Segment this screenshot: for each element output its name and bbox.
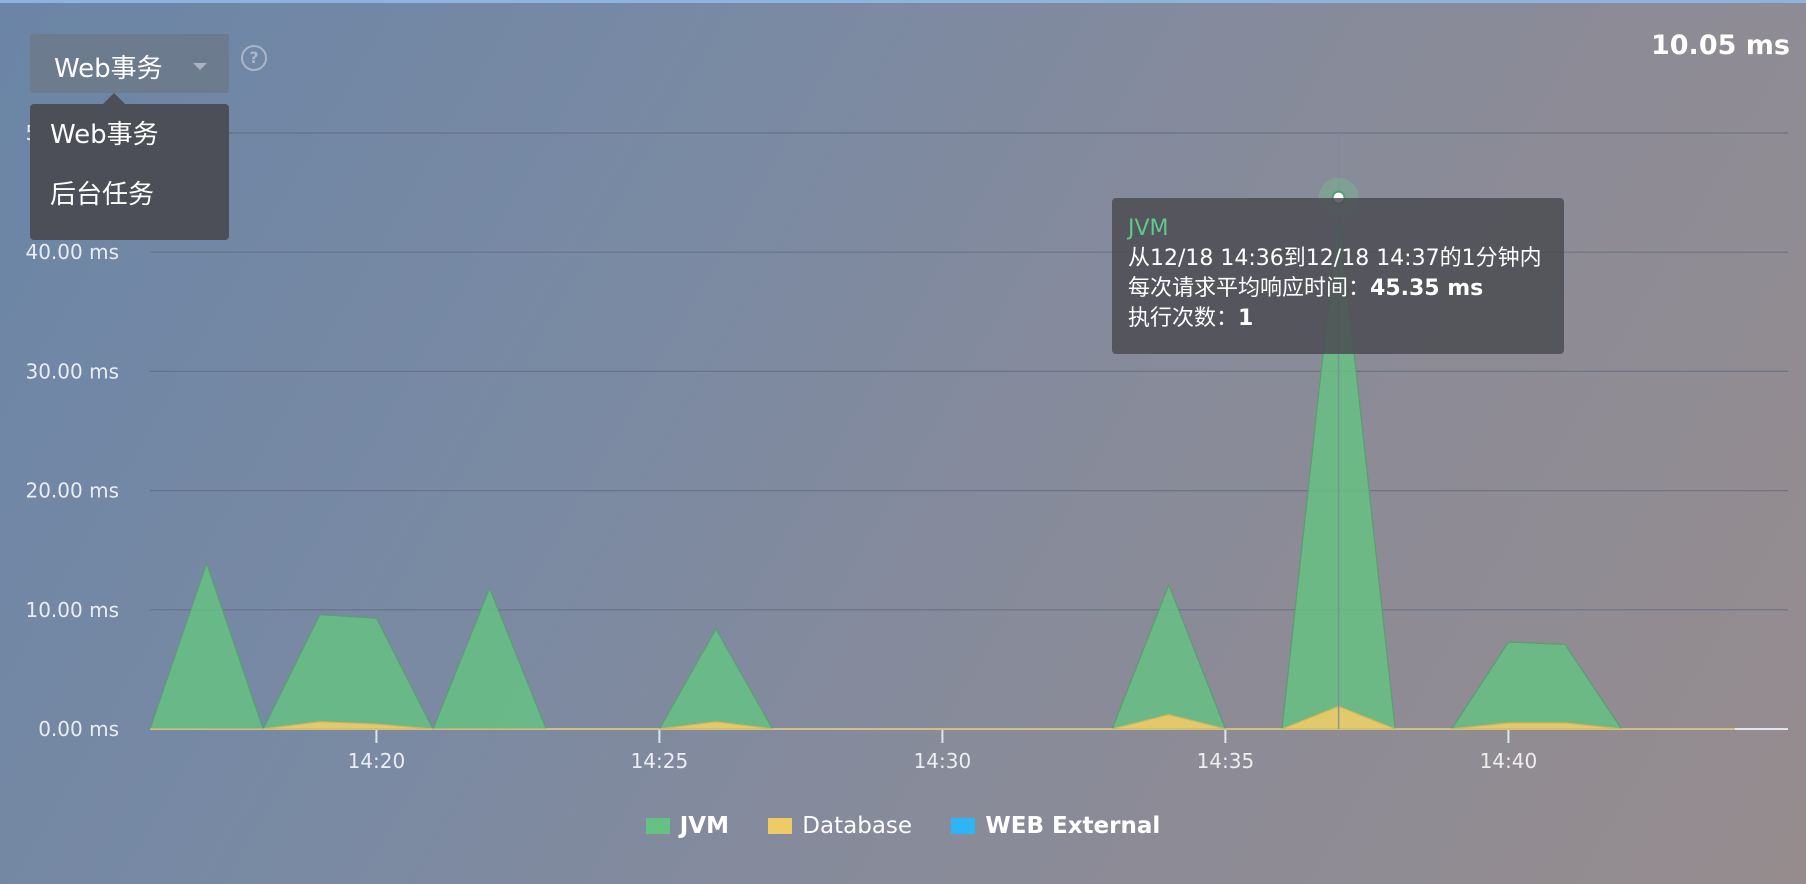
summary-response-time: 10.05 ms xyxy=(1650,30,1790,61)
legend-label-web-external: WEB External xyxy=(985,812,1161,839)
legend-item-database[interactable]: Database xyxy=(768,813,912,839)
y-tick-label: 10.00 ms xyxy=(25,598,119,622)
chevron-down-icon[interactable] xyxy=(193,63,207,70)
menu-arrow xyxy=(103,93,125,104)
menu-item-background-task[interactable]: 后台任务 xyxy=(50,180,155,210)
tooltip-avg-row: 每次请求平均响应时间：45.35 ms xyxy=(1128,274,1548,304)
dropdown-selected-label: Web事务 xyxy=(54,54,163,84)
tooltip-series-name: JVM xyxy=(1128,216,1169,241)
tooltip-time-range: 从12/18 14:36到12/18 14:37的1分钟内 xyxy=(1128,246,1542,271)
y-tick-label: 40.00 ms xyxy=(25,240,119,264)
legend-swatch-jvm xyxy=(645,817,670,834)
tooltip-count-label: 执行次数： xyxy=(1128,306,1239,331)
legend-item-jvm[interactable]: JVM xyxy=(645,812,729,839)
legend-swatch-web-external xyxy=(951,817,976,834)
x-tick-label: 14:30 xyxy=(914,749,972,773)
help-icon[interactable]: ? xyxy=(241,45,267,71)
y-tick-label: 30.00 ms xyxy=(25,359,119,383)
x-axis: 14:20 14:25 14:30 14:35 14:40 xyxy=(150,728,1788,773)
legend-label-database: Database xyxy=(802,812,913,839)
tooltip-avg-value: 45.35 ms xyxy=(1370,276,1484,301)
y-tick-label: 20.00 ms xyxy=(25,479,119,503)
tooltip-avg-label: 每次请求平均响应时间： xyxy=(1128,276,1371,301)
legend-swatch-database xyxy=(768,817,793,834)
x-tick-label: 14:40 xyxy=(1480,749,1538,773)
y-tick-label: 0.00 ms xyxy=(38,717,119,741)
legend-label-jvm: JVM xyxy=(679,812,729,839)
tooltip-count-row: 执行次数：1 xyxy=(1128,304,1548,334)
legend-item-web-external[interactable]: WEB External xyxy=(951,813,1160,839)
transaction-type-menu: Web事务 后台任务 xyxy=(30,93,229,240)
x-tick-label: 14:20 xyxy=(348,749,406,773)
top-accent-line xyxy=(0,0,1806,3)
x-tick-label: 14:35 xyxy=(1197,749,1255,773)
menu-item-web-transaction[interactable]: Web事务 xyxy=(50,120,159,150)
x-tick-label: 14:25 xyxy=(631,749,689,773)
tooltip-count-value: 1 xyxy=(1238,306,1254,331)
chart-tooltip: JVM 从12/18 14:36到12/18 14:37的1分钟内 每次请求平均… xyxy=(1112,198,1564,354)
chart-legend: JVM Database WEB External xyxy=(0,812,1806,842)
